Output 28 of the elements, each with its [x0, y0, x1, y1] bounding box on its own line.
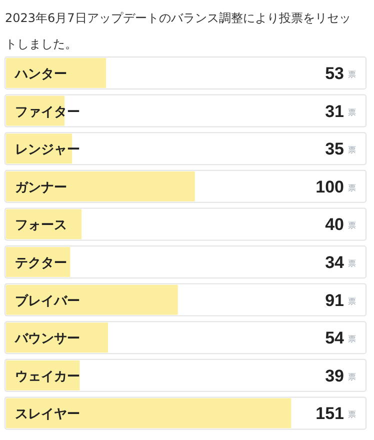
data-label: 53 票	[325, 64, 356, 83]
bar	[6, 209, 82, 240]
y-tick-label: ファイター	[15, 104, 80, 120]
y-tick-label: バウンサー	[14, 332, 80, 347]
y-tick-label: ガンナー	[15, 180, 67, 196]
y-tick-label: ブレイバー	[15, 292, 80, 309]
bar	[6, 58, 106, 88]
data-label: 40 票	[325, 215, 356, 234]
y-tick-label: ウェイカー	[15, 369, 80, 384]
data-label: 34 票	[325, 253, 356, 272]
data-label: 151 票	[316, 404, 356, 424]
y-tick-label: レンジャー	[15, 142, 80, 158]
bar	[6, 96, 65, 126]
y-tick-label: スレイヤー	[15, 407, 80, 422]
data-label: 91 票	[325, 290, 356, 310]
data-label: 31 票	[325, 102, 356, 121]
data-label: 54 票	[325, 328, 356, 348]
y-tick-label: ハンター	[14, 67, 67, 82]
bar	[6, 360, 80, 390]
bar	[6, 134, 72, 164]
data-label: 35 票	[325, 140, 356, 159]
y-tick-label: テクター	[15, 256, 67, 271]
bar	[6, 322, 108, 353]
chart-title: 2023年6月7日アップデートのバランス調整により投票をリセットしました。	[5, 11, 351, 51]
data-label: 100 票	[316, 177, 356, 196]
data-label: 39 票	[325, 366, 356, 386]
bar	[6, 247, 70, 277]
y-tick-label: フォース	[15, 218, 67, 234]
